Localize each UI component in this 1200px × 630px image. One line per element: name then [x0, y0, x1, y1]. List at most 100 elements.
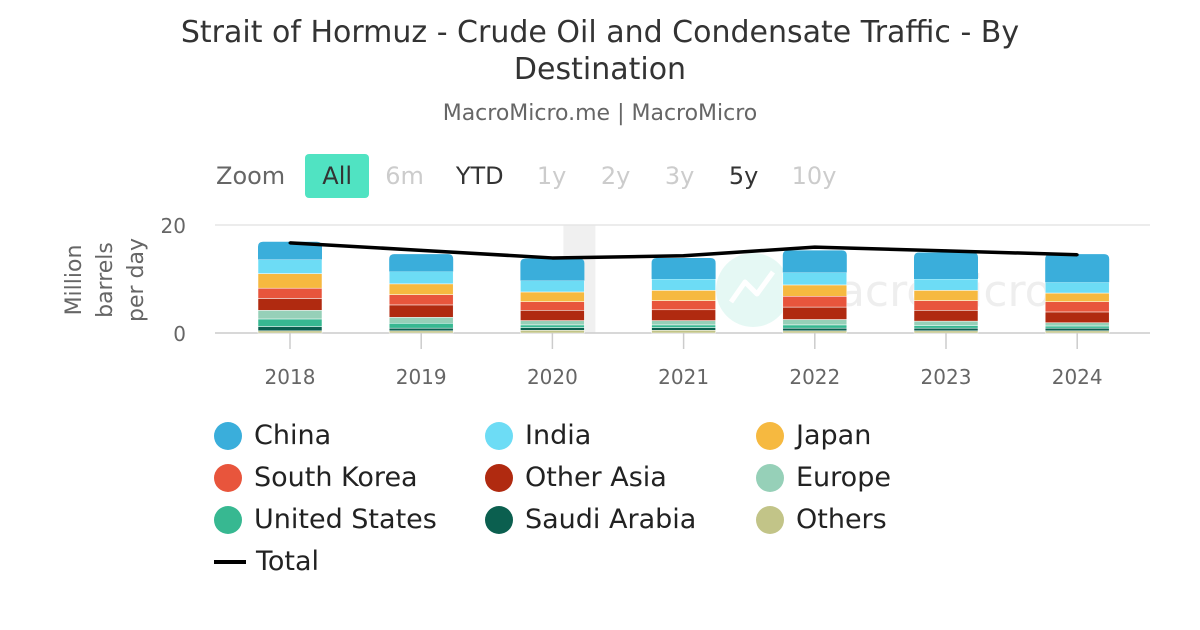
bar-china-2020	[520, 258, 585, 281]
x-tick-label: 2019	[396, 365, 447, 389]
bar-united-states-2019	[388, 323, 454, 329]
bar-europe-2019	[388, 317, 454, 324]
bar-others-2023	[913, 330, 979, 334]
bar-south-korea-2024	[1044, 301, 1110, 313]
bar-group-2018	[257, 241, 323, 334]
legend-dot-icon	[485, 505, 513, 534]
zoom-button-all[interactable]: All	[305, 154, 370, 198]
legend-label: Other Asia	[525, 462, 667, 493]
legend-label: China	[254, 420, 332, 451]
legend-label: Europe	[796, 462, 891, 493]
legend-label: United States	[254, 504, 437, 535]
bar-japan-2021	[651, 290, 716, 301]
total-point-2018	[288, 241, 292, 245]
bar-saudi-arabia-2021	[651, 327, 716, 331]
zoom-button-ytd[interactable]: YTD	[455, 162, 504, 190]
bar-japan-2020	[520, 291, 585, 302]
bar-china-2024	[1045, 254, 1110, 283]
bar-saudi-arabia-2019	[388, 327, 454, 332]
zoom-selector: Zoom All 6m YTD 1y 2y 3y 5y 10y	[216, 154, 852, 198]
total-point-2024	[1075, 253, 1079, 257]
legend-dot-icon	[485, 421, 513, 450]
bar-saudi-arabia-2023	[913, 327, 979, 332]
legend-label: India	[525, 420, 592, 451]
legend-label: Others	[796, 504, 887, 535]
bar-group-2024	[1044, 254, 1110, 334]
legend-item-south-korea[interactable]: South Korea	[214, 462, 418, 493]
legend-label: Saudi Arabia	[525, 504, 697, 535]
total-point-2022	[813, 245, 817, 249]
total-point-2020	[550, 256, 554, 260]
bar-japan-2018	[257, 273, 323, 289]
zoom-button-6m[interactable]: 6m	[385, 162, 424, 190]
total-point-2019	[419, 248, 423, 252]
legend-item-others[interactable]: Others	[756, 504, 887, 535]
bar-japan-2024	[1044, 292, 1110, 302]
bar-india-2019	[388, 271, 454, 285]
legend-label: Total	[256, 546, 320, 577]
legend-item-total[interactable]: Total	[214, 546, 319, 577]
bar-japan-2022	[782, 284, 848, 297]
zoom-button-1y[interactable]: 1y	[536, 162, 567, 190]
bar-europe-2020	[520, 320, 585, 326]
x-tick-label: 2022	[789, 365, 840, 389]
chart-title: Strait of Hormuz - Crude Oil and Condens…	[180, 15, 1020, 87]
bar-china-2023	[914, 252, 978, 279]
y-tick-label: 0	[173, 322, 186, 346]
legend-dot-icon	[485, 463, 513, 492]
bar-europe-2021	[651, 320, 716, 326]
x-tick-label: 2018	[265, 365, 316, 389]
legend-dot-icon	[756, 463, 784, 492]
legend-item-united-states[interactable]: United States	[214, 504, 437, 535]
zoom-button-2y[interactable]: 2y	[600, 162, 631, 190]
x-tick-label: 2024	[1052, 365, 1103, 389]
bar-other-asia-2021	[651, 309, 716, 321]
bar-group-2022	[782, 250, 848, 334]
bar-india-2022	[782, 272, 848, 286]
legend-dot-icon	[756, 421, 784, 450]
bar-other-asia-2019	[388, 304, 454, 318]
zoom-button-3y[interactable]: 3y	[664, 162, 695, 190]
bar-south-korea-2018	[257, 287, 323, 299]
bar-india-2023	[913, 278, 979, 291]
zoom-button-5y[interactable]: 5y	[728, 162, 759, 190]
bar-china-2018	[258, 241, 322, 260]
bar-united-states-2021	[651, 324, 716, 328]
bar-other-asia-2020	[520, 310, 585, 321]
legend-item-europe[interactable]: Europe	[756, 462, 891, 493]
zoom-button-10y[interactable]: 10y	[791, 162, 837, 190]
legend-item-china[interactable]: China	[214, 420, 331, 451]
legend-item-japan[interactable]: Japan	[756, 420, 871, 451]
x-tick-label: 2023	[921, 365, 972, 389]
bar-others-2020	[520, 330, 585, 334]
y-tick-label: 20	[161, 214, 186, 238]
legend-item-saudi-arabia[interactable]: Saudi Arabia	[485, 504, 696, 535]
bar-others-2021	[651, 330, 716, 334]
bar-south-korea-2023	[913, 300, 979, 311]
bar-group-2023	[913, 252, 979, 334]
bar-south-korea-2020	[520, 301, 585, 311]
bar-china-2022	[782, 250, 847, 273]
bar-europe-2022	[782, 319, 848, 326]
bar-saudi-arabia-2020	[520, 327, 585, 331]
bar-india-2018	[257, 259, 323, 274]
bar-saudi-arabia-2022	[782, 327, 848, 332]
bar-united-states-2024	[1044, 325, 1110, 329]
legend-label: Japan	[796, 420, 872, 451]
y-axis-label: Million barrels per day	[62, 238, 149, 322]
legend-dot-icon	[214, 505, 242, 534]
bar-other-asia-2023	[913, 310, 979, 322]
bar-india-2024	[1044, 281, 1110, 294]
bar-group-2020	[520, 258, 585, 334]
legend-dot-icon	[214, 463, 242, 492]
x-tick-label: 2021	[658, 365, 709, 389]
bar-united-states-2018	[257, 318, 323, 327]
legend-dot-icon	[756, 505, 784, 534]
legend-item-other-asia[interactable]: Other Asia	[485, 462, 667, 493]
bar-europe-2024	[1044, 322, 1110, 327]
bar-group-2021	[651, 257, 716, 334]
legend-label: South Korea	[254, 462, 418, 493]
legend-item-india[interactable]: India	[485, 420, 591, 451]
bar-other-asia-2022	[782, 306, 848, 320]
